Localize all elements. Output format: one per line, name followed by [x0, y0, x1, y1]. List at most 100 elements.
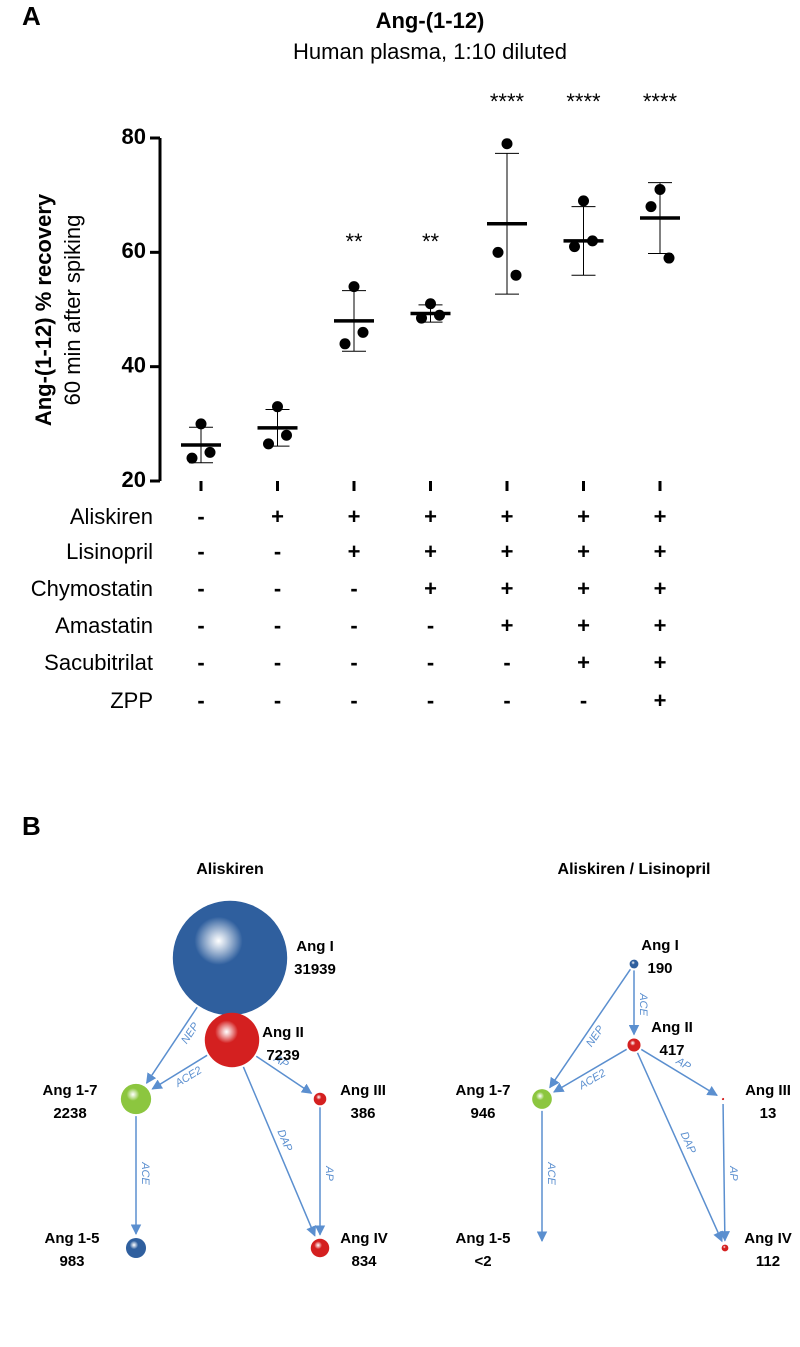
- treatment-label: Aliskiren: [70, 504, 153, 529]
- y-tick-label: 20: [122, 467, 146, 492]
- data-point: [357, 326, 369, 338]
- data-point: [569, 241, 580, 253]
- node-value: 946: [470, 1105, 495, 1122]
- node-sphere: [721, 1244, 729, 1252]
- data-point: [645, 201, 657, 213]
- treatment-sign: +: [654, 650, 667, 675]
- node-value: 13: [760, 1105, 777, 1122]
- treatment-sign: -: [427, 688, 434, 713]
- data-point: [434, 309, 445, 321]
- edge: [553, 1048, 628, 1093]
- treatment-sign: -: [580, 688, 587, 713]
- treatment-sign: -: [197, 688, 204, 713]
- treatment-label: Chymostatin: [31, 576, 153, 601]
- edge-label: NEP: [584, 1023, 607, 1049]
- data-point: [272, 401, 283, 413]
- treatment-sign: +: [577, 539, 590, 564]
- treatment-label: Amastatin: [55, 613, 153, 638]
- significance-label: ****: [643, 89, 678, 114]
- significance-label: **: [345, 229, 363, 254]
- data-point: [263, 438, 274, 450]
- treatment-label: Lisinopril: [66, 539, 153, 564]
- treatment-sign: +: [501, 576, 514, 601]
- data-point: [281, 429, 292, 441]
- significance-label: **: [422, 229, 440, 254]
- panel-label: A: [22, 1, 41, 31]
- treatment-sign: +: [654, 504, 667, 529]
- data-point: [587, 235, 598, 247]
- edge-label: ACE: [637, 992, 649, 1016]
- edge: [242, 1066, 316, 1237]
- node-value: 417: [659, 1042, 684, 1059]
- treatment-sign: -: [427, 650, 434, 675]
- edge: [255, 1055, 313, 1094]
- edge-label: ACE2: [576, 1067, 608, 1092]
- node-sphere: [172, 900, 288, 1016]
- y-tick-label: 40: [122, 352, 146, 377]
- treatment-sign: +: [577, 613, 590, 638]
- treatment-sign: -: [274, 613, 281, 638]
- data-point: [348, 281, 360, 293]
- y-axis-subtitle: 60 min after spiking: [60, 215, 85, 406]
- node-sphere: [627, 1038, 641, 1052]
- treatment-sign: +: [654, 688, 667, 713]
- treatment-sign: +: [577, 576, 590, 601]
- node-value: 386: [350, 1105, 375, 1122]
- node-value: 190: [647, 960, 672, 977]
- y-axis-title: Ang-(1-12) % recovery: [31, 193, 56, 426]
- node-value: 31939: [294, 961, 336, 978]
- treatment-sign: -: [503, 650, 510, 675]
- node-label: Ang IV: [340, 1230, 388, 1247]
- treatment-sign: +: [654, 576, 667, 601]
- node-label: Ang III: [340, 1082, 386, 1099]
- data-point: [578, 195, 589, 207]
- treatment-sign: +: [654, 613, 667, 638]
- treatment-sign: -: [197, 504, 204, 529]
- node-label: Ang 1-7: [455, 1082, 510, 1099]
- edge-label: ACE2: [172, 1064, 204, 1090]
- treatment-sign: -: [197, 650, 204, 675]
- edge-label: DAP: [678, 1130, 698, 1156]
- edge: [719, 1103, 731, 1242]
- node-label: Ang I: [296, 938, 334, 955]
- treatment-sign: -: [197, 576, 204, 601]
- data-point: [186, 452, 198, 464]
- data-point: [339, 338, 351, 350]
- treatment-sign: +: [577, 504, 590, 529]
- treatment-sign: -: [197, 613, 204, 638]
- treatment-sign: -: [274, 539, 281, 564]
- treatment-sign: +: [654, 539, 667, 564]
- treatment-sign: +: [348, 539, 361, 564]
- node-value: 112: [756, 1253, 780, 1270]
- node-sphere: [313, 1092, 327, 1106]
- node-label: Ang I: [641, 937, 679, 954]
- edge: [151, 1054, 208, 1090]
- node-value: 2238: [53, 1105, 86, 1122]
- node-label: Ang IV: [744, 1230, 792, 1247]
- treatment-sign: +: [501, 613, 514, 638]
- treatment-sign: +: [577, 650, 590, 675]
- treatment-sign: +: [424, 539, 437, 564]
- data-point: [492, 246, 504, 258]
- node-label: Ang 1-5: [455, 1230, 510, 1247]
- treatment-sign: -: [350, 576, 357, 601]
- node-value: 834: [351, 1253, 377, 1270]
- diagram-title: Aliskiren / Lisinopril: [558, 861, 711, 878]
- treatment-sign: +: [424, 576, 437, 601]
- treatment-sign: +: [271, 504, 284, 529]
- treatment-label: ZPP: [110, 688, 153, 713]
- treatment-sign: -: [350, 613, 357, 638]
- y-tick-label: 60: [122, 238, 146, 263]
- data-point: [654, 183, 666, 195]
- node-value: <2: [474, 1253, 491, 1270]
- treatment-sign: +: [424, 504, 437, 529]
- treatment-sign: -: [274, 576, 281, 601]
- node-value: 983: [59, 1253, 84, 1270]
- edge-label: AP: [323, 1165, 335, 1181]
- chart-title: Ang-(1-12): [376, 8, 485, 33]
- y-tick-label: 80: [122, 124, 146, 149]
- node-label: Ang II: [262, 1024, 304, 1041]
- treatment-sign: -: [427, 613, 434, 638]
- edge: [636, 1052, 723, 1243]
- treatment-sign: +: [501, 539, 514, 564]
